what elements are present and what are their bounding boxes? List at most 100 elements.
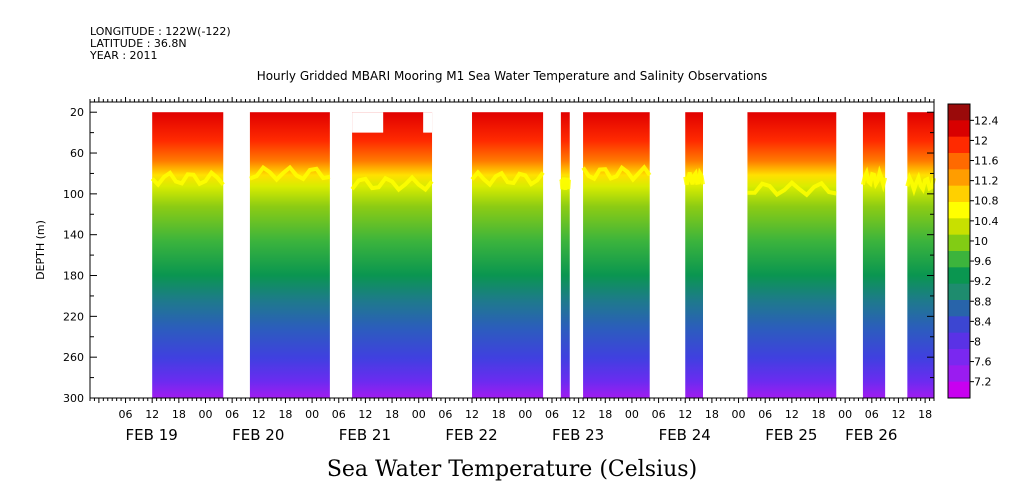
thermocline-line <box>249 164 331 183</box>
colorbar-swatch <box>948 234 970 252</box>
y-tick-label: 20 <box>70 106 84 119</box>
colorbar-label: 8.4 <box>974 315 992 328</box>
x-hour-label: 18 <box>278 408 292 421</box>
data-segment <box>249 112 330 398</box>
x-hour-label: 06 <box>332 408 346 421</box>
colorbar-swatch <box>948 185 970 203</box>
latitude-label: LATITUDE : 36.8N <box>90 37 187 50</box>
x-hour-label: 06 <box>225 408 239 421</box>
x-hour-label: 06 <box>438 408 452 421</box>
x-hour-label: 18 <box>385 408 399 421</box>
missing-data-notch <box>423 112 433 133</box>
x-hour-label: 12 <box>785 408 799 421</box>
colorbar: 12.4 12 11.6 11.2 10.8 10.4 10 9.6 9.2 8.8 8.4 8 7.6… <box>947 103 999 399</box>
colorbar-label: 7.6 <box>974 356 992 369</box>
colorbar-label: 11.6 <box>974 155 999 168</box>
year-label: YEAR : 2011 <box>89 49 158 62</box>
colorbar-swatch <box>948 202 970 219</box>
thermocline-line <box>470 169 545 188</box>
y-axis-label: DEPTH (m) <box>34 220 47 280</box>
colorbar-swatch <box>948 267 970 285</box>
x-day-label: FEB 21 <box>339 426 391 444</box>
colorbar-label: 10.8 <box>974 195 999 208</box>
x-hour-label: 12 <box>358 408 372 421</box>
colorbar-label: 9.2 <box>974 275 992 288</box>
thermocline-line <box>150 169 225 188</box>
colorbar-label: 11.2 <box>974 175 999 188</box>
x-hour-label: 00 <box>732 408 746 421</box>
data-gaps <box>352 112 433 133</box>
x-hour-label: 06 <box>865 408 879 421</box>
longitude-label: LONGITUDE : 122W(-122) <box>90 25 231 38</box>
colorbar-frame <box>947 103 971 399</box>
x-day-label: FEB 26 <box>845 426 897 444</box>
colorbar-label: 8 <box>974 335 981 348</box>
colorbar-swatch <box>948 332 970 350</box>
y-tick-label: 220 <box>63 310 84 323</box>
x-hour-label: 18 <box>918 408 932 421</box>
x-hour-label: 18 <box>705 408 719 421</box>
x-hour-label: 18 <box>172 408 186 421</box>
x-day-label: FEB 25 <box>765 426 817 444</box>
y-tick-label: 300 <box>63 392 84 405</box>
y-tick-label: 260 <box>63 351 84 364</box>
colorbar-label: 8.8 <box>974 295 992 308</box>
x-hour-label: 12 <box>678 408 692 421</box>
colorbar-swatch <box>948 381 970 399</box>
x-hour-label: 12 <box>145 408 159 421</box>
data-segment <box>862 112 886 398</box>
x-axis: 06 12 18 00 06 12 18 00 06 12 18 00 06 12 18 00 06 12 18 00… <box>119 408 933 444</box>
y-tick-label: 140 <box>63 229 84 242</box>
x-day-label: FEB 24 <box>659 426 711 444</box>
missing-data-notch <box>352 112 384 133</box>
data-segment <box>472 112 544 398</box>
y-tick-label: 180 <box>63 270 84 283</box>
colorbar-label: 9.6 <box>974 255 992 268</box>
x-hour-label: 12 <box>572 408 586 421</box>
colorbar-label: 7.2 <box>974 376 992 389</box>
x-hour-label: 18 <box>812 408 826 421</box>
colorbar-swatch <box>948 120 970 138</box>
x-hour-label: 12 <box>465 408 479 421</box>
x-day-label: FEB 19 <box>126 426 178 444</box>
x-hour-label: 18 <box>492 408 506 421</box>
y-axis: 20 60 100 140 180 220 260 300 <box>63 106 84 405</box>
x-hour-label: 00 <box>518 408 532 421</box>
y-tick-label: 100 <box>63 188 84 201</box>
colorbar-label: 10 <box>974 235 988 248</box>
x-day-label: FEB 23 <box>552 426 604 444</box>
axis-ticks <box>89 97 935 403</box>
thermocline-line <box>581 164 652 183</box>
thermocline-line <box>747 179 837 198</box>
x-hour-label: 06 <box>652 408 666 421</box>
colorbar-swatch <box>948 169 970 187</box>
x-hour-label: 06 <box>758 408 772 421</box>
colorbar-swatch <box>948 104 970 121</box>
x-hour-label: 12 <box>891 408 905 421</box>
colorbar-swatch <box>948 283 970 301</box>
colorbar-swatch <box>948 349 970 366</box>
data-segment <box>583 112 650 398</box>
x-hour-label: 06 <box>545 408 559 421</box>
bottom-title: Sea Water Temperature (Celsius) <box>327 457 697 482</box>
data-segment <box>747 112 837 398</box>
colorbar-label: 12.4 <box>974 114 999 127</box>
data-segment <box>907 112 934 398</box>
colorbar-label: 10.4 <box>974 215 999 228</box>
plot-area <box>150 112 936 398</box>
data-segment <box>685 112 704 398</box>
thermocline-line <box>683 167 705 186</box>
x-hour-label: 06 <box>119 408 133 421</box>
x-hour-label: 00 <box>305 408 319 421</box>
thermocline-line <box>350 174 434 193</box>
colorbar-swatch <box>948 316 970 334</box>
colorbar-swatch <box>948 153 970 170</box>
thermocline-line <box>559 177 571 191</box>
chart-title: Hourly Gridded MBARI Mooring M1 Sea Wate… <box>257 69 768 83</box>
colorbar-swatch <box>948 251 970 268</box>
colorbar-label: 12 <box>974 134 988 147</box>
colorbar-swatch <box>948 218 970 236</box>
colorbar-swatch <box>948 136 970 154</box>
data-segment <box>152 112 224 398</box>
x-day-label: FEB 22 <box>445 426 497 444</box>
